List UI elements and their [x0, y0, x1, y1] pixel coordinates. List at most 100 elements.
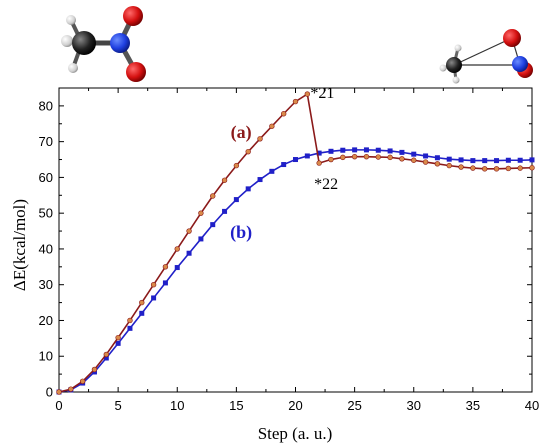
series-line: [58, 149, 533, 393]
data-point: [411, 157, 417, 163]
data-point: [387, 154, 393, 161]
data-point: [423, 153, 429, 159]
data-point: [127, 317, 133, 324]
data-point: [351, 153, 358, 160]
data-point: [222, 208, 228, 214]
series-b: [56, 147, 535, 395]
y-tick-label: 10: [39, 349, 53, 364]
data-point: [529, 165, 535, 171]
data-point: [79, 378, 86, 384]
data-point: [292, 98, 299, 105]
data-point: [505, 165, 512, 172]
data-point: [411, 151, 417, 157]
data-point: [281, 162, 287, 168]
data-point: [316, 150, 322, 156]
data-point: [328, 148, 334, 154]
data-point: [115, 334, 121, 341]
data-point: [328, 156, 334, 163]
data-point: [139, 310, 145, 316]
data-point: [151, 295, 157, 301]
x-tick-label: 35: [466, 398, 480, 413]
x-tick-label: 5: [115, 398, 122, 413]
x-tick-label: 10: [170, 398, 184, 413]
data-point: [363, 153, 370, 160]
data-point: [446, 162, 452, 169]
data-point: [280, 111, 287, 117]
data-point: [210, 193, 216, 199]
x-tick-label: 20: [288, 398, 302, 413]
data-point: [446, 156, 452, 162]
data-point: [221, 177, 228, 183]
data-point: [174, 246, 180, 252]
series-a: [56, 91, 535, 395]
data-point: [257, 177, 263, 183]
data-point: [375, 154, 381, 160]
y-axis-title: ΔE(kcal/mol): [10, 199, 29, 291]
data-point: [399, 149, 405, 155]
data-point: [470, 165, 476, 171]
y-tick-label: 60: [39, 170, 53, 185]
data-point: [458, 157, 464, 163]
annotation-label: *22: [314, 176, 338, 193]
data-point: [115, 340, 121, 346]
x-tick-label: 30: [407, 398, 421, 413]
data-point: [103, 351, 110, 358]
data-point: [150, 282, 157, 288]
data-point: [482, 158, 488, 164]
y-tick-label: 30: [39, 277, 53, 292]
data-point: [494, 158, 500, 164]
data-point: [257, 136, 263, 142]
data-point: [316, 160, 322, 166]
data-point: [363, 147, 369, 153]
x-tick-label: 15: [229, 398, 243, 413]
data-point: [529, 157, 535, 163]
data-point: [198, 210, 204, 216]
data-point: [399, 156, 405, 162]
data-point: [186, 250, 192, 256]
data-point: [162, 280, 168, 286]
data-point: [139, 299, 145, 306]
data-point: [482, 166, 488, 172]
y-tick-label: 70: [39, 134, 53, 149]
data-point: [91, 366, 98, 373]
data-point: [210, 222, 216, 228]
data-point: [352, 147, 358, 153]
data-point: [470, 158, 476, 164]
data-point: [387, 148, 393, 154]
data-point: [162, 264, 169, 270]
data-point: [434, 161, 441, 167]
y-tick-label: 20: [39, 313, 53, 328]
data-point: [198, 236, 204, 242]
data-point: [375, 147, 381, 153]
x-tick-label: 0: [55, 398, 62, 413]
data-point: [293, 157, 298, 163]
x-axis-title: Step (a. u.): [258, 424, 333, 443]
series-layer: [56, 91, 535, 395]
data-point: [517, 165, 523, 171]
data-point: [103, 355, 109, 361]
plot-border: [58, 87, 533, 393]
data-point: [269, 123, 275, 129]
x-axis: 0 5 10 15 20 25 30 35 40: [55, 88, 539, 413]
series-a-label: (a): [231, 122, 252, 143]
data-point: [233, 162, 240, 169]
data-point: [340, 147, 346, 153]
y-tick-label: 50: [39, 206, 53, 221]
plot-frame: [58, 87, 533, 393]
data-point: [233, 197, 239, 203]
series-b-label: (b): [230, 222, 252, 243]
data-point: [68, 386, 74, 392]
data-point: [340, 154, 346, 161]
data-point: [245, 148, 251, 155]
data-point: [422, 159, 429, 165]
y-axis: 0 10 20 30 40 50 60 70 80: [39, 98, 532, 400]
data-point: [304, 153, 310, 159]
y-tick-label: 80: [39, 98, 53, 113]
molecule-a-illustration: [61, 6, 146, 82]
label-layer: (a) (b) *21 *22: [230, 85, 338, 243]
y-tick-label: 0: [46, 385, 53, 400]
series-line: [58, 92, 533, 393]
annotation-label: *21: [310, 85, 334, 102]
data-point: [458, 164, 464, 170]
